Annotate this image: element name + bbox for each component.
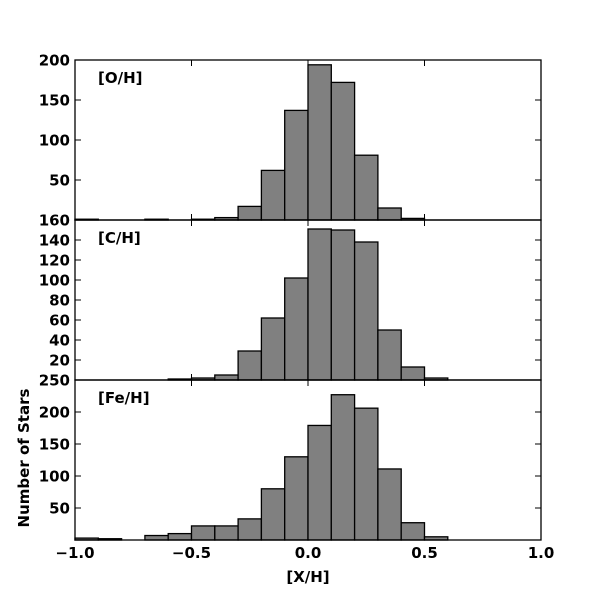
panel-label: [Fe/H] [98, 389, 150, 407]
y-tick-label: 40 [49, 332, 70, 350]
histogram-bar [284, 109, 309, 221]
histogram-bar [144, 534, 169, 541]
histogram-bar [330, 229, 356, 381]
histogram-bar [377, 329, 402, 381]
x-tick-label: −1.0 [55, 544, 94, 562]
histogram-bar [400, 522, 426, 541]
x-tick-label: 1.0 [528, 544, 555, 562]
y-axis-title: Number of Stars [15, 388, 33, 527]
histogram-bar [284, 456, 309, 541]
y-tick-label: 100 [39, 468, 70, 486]
histogram-bar [353, 241, 379, 381]
y-tick-label: 200 [39, 52, 70, 70]
x-axis-title: [X/H] [286, 568, 329, 586]
histogram-bar [307, 64, 332, 221]
histogram-bar [377, 207, 402, 221]
histogram-bar [167, 532, 193, 541]
histogram-bar [330, 394, 356, 541]
histogram-bar [214, 374, 239, 381]
y-tick-label: 250 [39, 372, 70, 390]
y-tick-label: 120 [39, 252, 70, 270]
histogram-bar [237, 518, 263, 541]
histogram-bar [260, 488, 286, 541]
panel-label: [O/H] [98, 69, 143, 87]
histogram-bar [237, 205, 263, 221]
panels-layer: 50 100 150 200 [O/H] 20 40 60 80 100 120 140 160 [C/H… [39, 52, 555, 563]
y-tick-label: 150 [39, 92, 70, 110]
panel-label: [C/H] [98, 229, 141, 247]
y-tick-label: 50 [49, 500, 70, 518]
histogram-bar [260, 317, 286, 381]
histogram-bar [400, 366, 426, 381]
y-tick-label: 150 [39, 436, 70, 454]
panel-0: 50 100 150 200 [O/H] [39, 52, 542, 221]
histogram-bar [307, 228, 332, 381]
y-tick-label: 100 [39, 132, 70, 150]
histogram-bar [214, 525, 239, 541]
y-tick-label: 160 [39, 212, 70, 230]
histogram-bar [237, 350, 263, 381]
y-tick-label: 140 [39, 232, 70, 250]
x-tick-label: 0.0 [295, 544, 322, 562]
y-tick-label: 50 [49, 172, 70, 190]
histogram-bar [330, 81, 356, 221]
panel-1: 20 40 60 80 100 120 140 160 [C/H] [39, 212, 542, 381]
y-tick-label: 200 [39, 404, 70, 422]
histogram-bar [353, 407, 379, 541]
y-tick-label: 100 [39, 272, 70, 290]
y-tick-label: 80 [49, 292, 70, 310]
panel-2: 50 100 150 200 250 [Fe/H] −1.0 −0.5 0.0 0.5 1.0 [39, 372, 555, 563]
y-tick-label: 20 [49, 352, 70, 370]
histogram-bar [377, 468, 402, 541]
x-tick-label: −0.5 [172, 544, 211, 562]
y-tick-label: 60 [49, 312, 70, 330]
histogram-bar [307, 424, 332, 541]
x-tick-label: 0.5 [411, 544, 438, 562]
histogram-bar [284, 277, 309, 381]
histogram-bar [190, 525, 216, 541]
histogram-bar [353, 154, 379, 221]
histogram-bar [260, 169, 286, 221]
